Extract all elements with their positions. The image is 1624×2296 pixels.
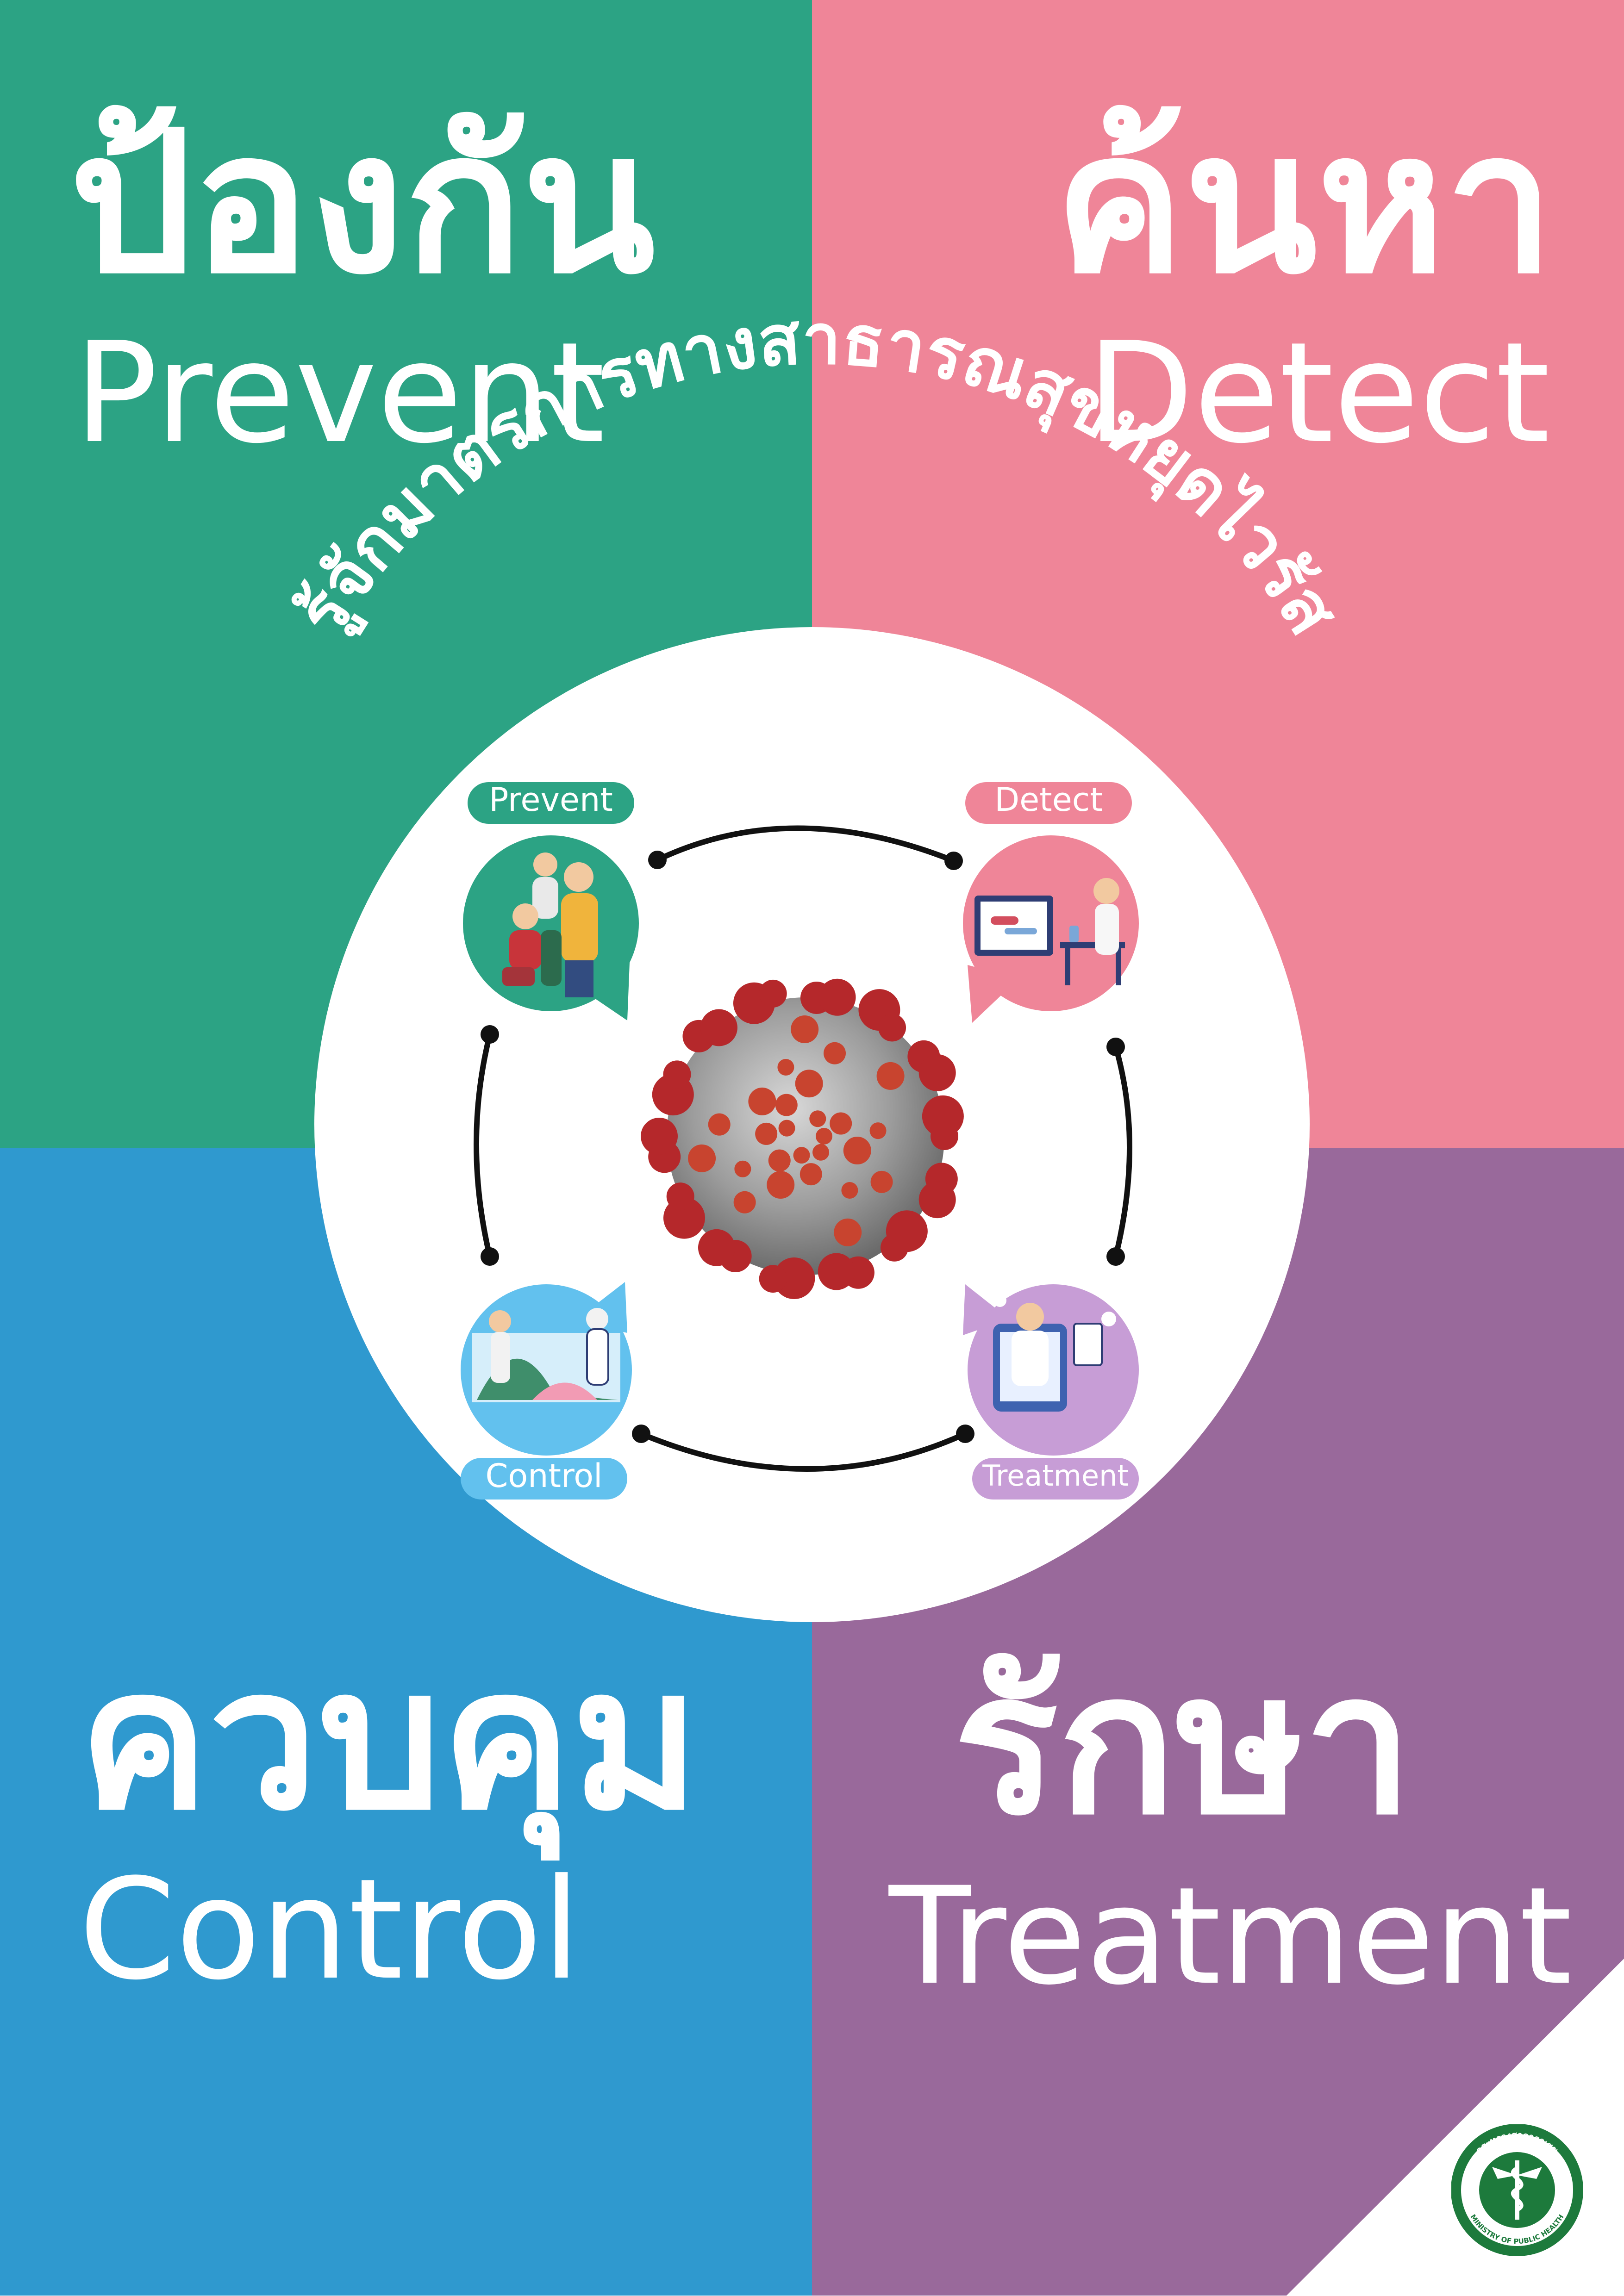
prevent-badge bbox=[468, 782, 634, 824]
health-workers-curve-icon bbox=[472, 1308, 620, 1402]
treatment-badge-label: Treatment bbox=[982, 1459, 1128, 1493]
detect-bubble bbox=[963, 835, 1139, 1023]
prevent-bubble bbox=[463, 835, 639, 1020]
treatment-thai-heading: รักษา bbox=[954, 1631, 1413, 1858]
control-badge-label: Control bbox=[485, 1457, 602, 1495]
detect-english-heading: Detect bbox=[1087, 312, 1550, 474]
arc-title: รู้จักมาตรการทางสาธารณสุขหยุดไวรัส bbox=[281, 299, 1353, 651]
treatment-english-heading: Treatment bbox=[889, 1859, 1572, 2015]
treatment-bubble bbox=[963, 1284, 1139, 1456]
control-thai-heading: ควบคุม bbox=[79, 1627, 700, 1853]
prevent-english-heading: Prevent bbox=[74, 312, 605, 474]
control-badge bbox=[461, 1458, 627, 1500]
control-bubble bbox=[461, 1282, 632, 1456]
prevent-thai-heading: ป้องกัน bbox=[69, 90, 656, 317]
detect-thai-heading: ค้นหา bbox=[1054, 90, 1555, 317]
lab-testing-icon bbox=[974, 878, 1125, 985]
family-wearing-masks-icon bbox=[502, 852, 598, 997]
treatment-badge bbox=[972, 1458, 1139, 1500]
coronavirus-icon bbox=[641, 978, 964, 1300]
detect-badge bbox=[965, 782, 1132, 824]
detect-badge-label: Detect bbox=[994, 781, 1102, 819]
prevent-badge-label: Prevent bbox=[489, 781, 613, 819]
doctor-treatment-icon bbox=[993, 1294, 1116, 1412]
ministry-of-public-health-logo: กระทรวงสาธารณสุข MINISTRY OF PUBLIC HEAL… bbox=[1451, 2124, 1583, 2256]
connector-dots bbox=[481, 851, 1125, 1443]
cycle-connectors bbox=[474, 825, 1132, 1472]
control-english-heading: Control bbox=[79, 1849, 581, 2010]
